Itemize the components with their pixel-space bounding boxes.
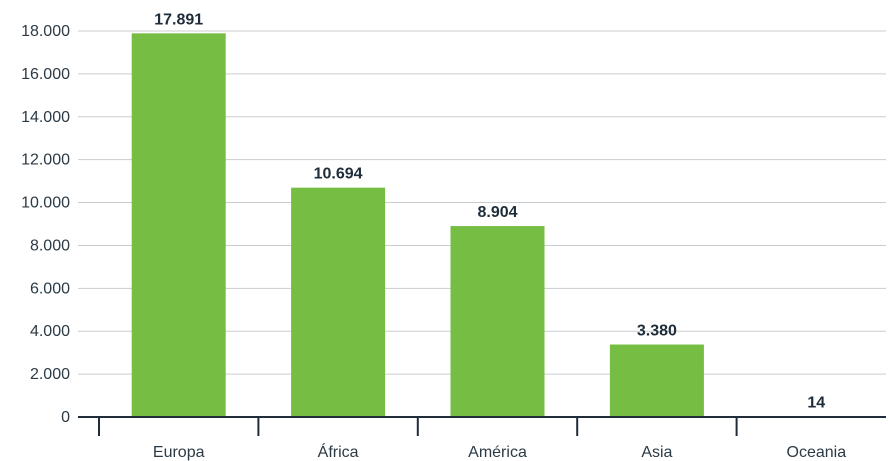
y-tick-label: 16.000 [21,66,70,83]
category-label: Asia [641,444,672,461]
data-label: 8.904 [477,204,517,221]
category-label: África [318,442,359,461]
data-labels: 17.891 10.694 8.904 3.380 14 [154,11,825,411]
category-label: Oceania [787,444,847,461]
y-tick-label: 0 [61,409,70,426]
y-tick-label: 12.000 [21,152,70,169]
y-tick-label: 14.000 [21,109,70,126]
data-label: 14 [807,395,825,412]
bar-áfrica [291,187,386,417]
category-label: América [468,444,527,461]
y-axis-tick-labels: 0 2.000 4.000 6.000 8.000 10.000 12.000 14.000 1… [21,23,70,426]
bar-europa [131,33,226,418]
bars [131,33,864,418]
bar-américa [450,226,545,417]
data-label: 10.694 [314,166,363,183]
bar-asia [609,344,704,417]
y-tick-label: 10.000 [21,195,70,212]
data-label: 17.891 [154,11,203,28]
y-tick-label: 2.000 [30,366,70,383]
y-tick-label: 18.000 [21,23,70,40]
data-label: 3.380 [637,323,677,340]
x-axis: Europa África América Asia Oceania [78,416,886,461]
category-label: Europa [153,444,205,461]
y-tick-label: 4.000 [30,323,70,340]
y-tick-label: 8.000 [30,237,70,254]
y-tick-label: 6.000 [30,280,70,297]
